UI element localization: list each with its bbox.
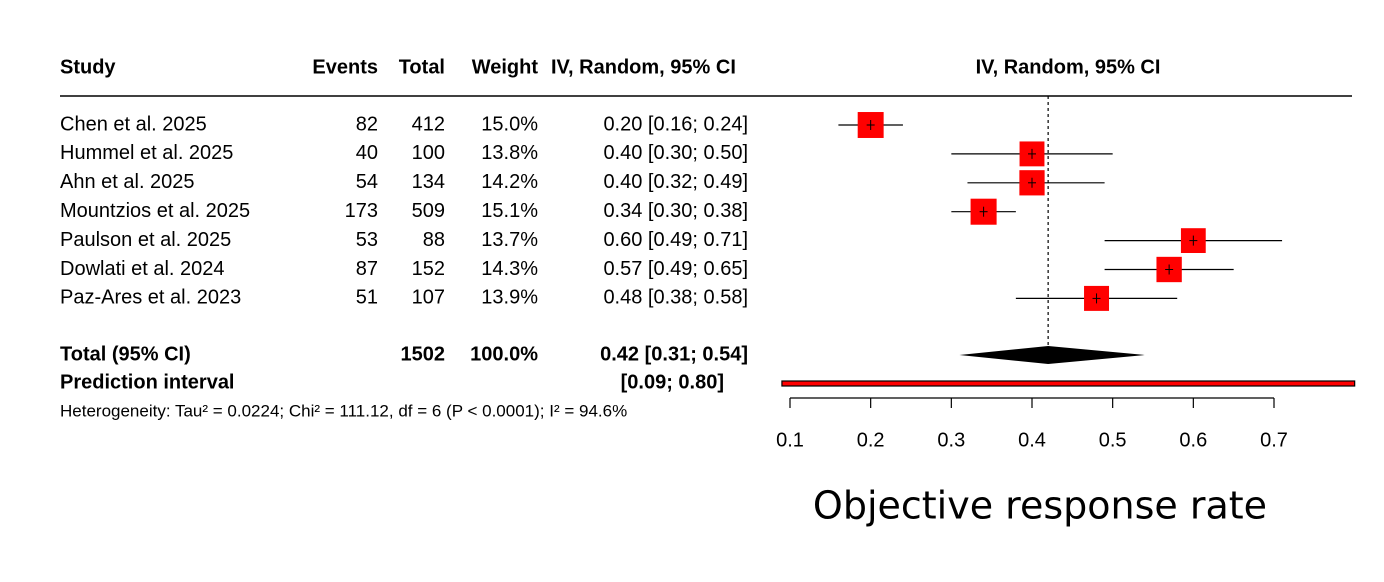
header-plot: IV, Random, 95% CI bbox=[976, 56, 1161, 78]
total: 509 bbox=[412, 200, 445, 222]
header-total: Total bbox=[399, 56, 445, 78]
x-tick-label: 0.6 bbox=[1179, 429, 1207, 451]
events: 40 bbox=[356, 142, 378, 164]
total: 100 bbox=[412, 142, 445, 164]
total: 107 bbox=[412, 287, 445, 309]
events: 87 bbox=[356, 258, 378, 280]
ci: 0.34 [0.30; 0.38] bbox=[603, 200, 748, 222]
x-tick-label: 0.4 bbox=[1018, 429, 1046, 451]
pooled-ci: 0.42 [0.31; 0.54] bbox=[600, 343, 748, 365]
ci: 0.57 [0.49; 0.65] bbox=[603, 258, 748, 280]
weight: 13.9% bbox=[481, 287, 538, 309]
pooled-diamond bbox=[959, 346, 1145, 364]
ci: 0.40 [0.30; 0.50] bbox=[603, 142, 748, 164]
study-name: Ahn et al. 2025 bbox=[60, 171, 195, 193]
prediction-bar bbox=[781, 380, 1356, 387]
weight: 14.3% bbox=[481, 258, 538, 280]
pooled-label: Total (95% CI) bbox=[60, 343, 191, 365]
study-name: Paz-Ares et al. 2023 bbox=[60, 287, 241, 309]
prediction-ci: [0.09; 0.80] bbox=[621, 371, 724, 393]
events: 54 bbox=[356, 171, 378, 193]
study-name: Chen et al. 2025 bbox=[60, 113, 207, 135]
total: 88 bbox=[423, 229, 445, 251]
x-axis-title: Objective response rate bbox=[813, 484, 1267, 528]
ci: 0.20 [0.16; 0.24] bbox=[603, 113, 748, 135]
x-tick-label: 0.1 bbox=[776, 429, 804, 451]
events: 173 bbox=[345, 200, 378, 222]
weight: 14.2% bbox=[481, 171, 538, 193]
events: 53 bbox=[356, 229, 378, 251]
total: 152 bbox=[412, 258, 445, 280]
total: 412 bbox=[412, 113, 445, 135]
study-name: Dowlati et al. 2024 bbox=[60, 258, 225, 280]
weight: 15.1% bbox=[481, 200, 538, 222]
header-events: Events bbox=[312, 56, 378, 78]
events: 82 bbox=[356, 113, 378, 135]
weight: 13.8% bbox=[481, 142, 538, 164]
weight: 15.0% bbox=[481, 113, 538, 135]
ci: 0.48 [0.38; 0.58] bbox=[603, 287, 748, 309]
prediction-label: Prediction interval bbox=[60, 371, 235, 393]
weight: 13.7% bbox=[481, 229, 538, 251]
study-name: Paulson et al. 2025 bbox=[60, 229, 231, 251]
study-name: Mountzios et al. 2025 bbox=[60, 200, 250, 222]
heterogeneity: Heterogeneity: Tau² = 0.0224; Chi² = 111… bbox=[60, 401, 627, 420]
events: 51 bbox=[356, 287, 378, 309]
study-name: Hummel et al. 2025 bbox=[60, 142, 233, 164]
ci: 0.60 [0.49; 0.71] bbox=[603, 229, 748, 251]
pooled-weight: 100.0% bbox=[470, 343, 538, 365]
header-ci: IV, Random, 95% CI bbox=[551, 56, 736, 78]
x-tick-label: 0.7 bbox=[1260, 429, 1288, 451]
x-tick-label: 0.3 bbox=[937, 429, 965, 451]
header-weight: Weight bbox=[472, 56, 539, 78]
header-study: Study bbox=[60, 56, 116, 78]
x-tick-label: 0.5 bbox=[1099, 429, 1127, 451]
x-tick-label: 0.2 bbox=[857, 429, 885, 451]
total: 134 bbox=[412, 171, 445, 193]
ci: 0.40 [0.32; 0.49] bbox=[603, 171, 748, 193]
pooled-total: 1502 bbox=[401, 343, 446, 365]
